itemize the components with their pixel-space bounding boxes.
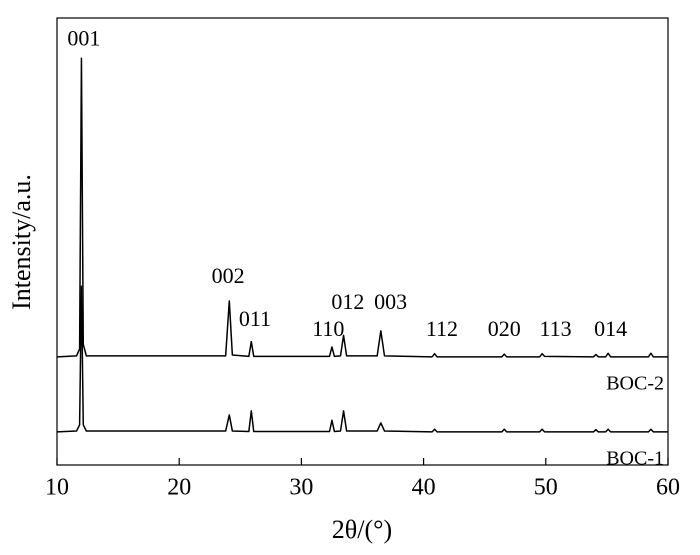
peak-label: 112 — [426, 316, 458, 341]
peak-label: 113 — [539, 316, 571, 341]
y-axis-label: Intensity/a.u. — [7, 174, 36, 310]
peak-label: 011 — [239, 306, 271, 331]
series-label: BOC-2 — [606, 372, 664, 394]
peak-label: 001 — [67, 25, 100, 50]
plot-frame — [56, 17, 669, 466]
x-tick-label: 20 — [167, 475, 191, 501]
series-line — [56, 285, 668, 433]
x-tick-label: 60 — [656, 475, 680, 501]
peak-label: 003 — [374, 289, 407, 314]
x-tick-label: 30 — [289, 475, 313, 501]
peak-label: 002 — [212, 263, 245, 288]
x-tick-label: 40 — [412, 475, 436, 501]
peak-label: 014 — [594, 316, 627, 341]
peak-label: 012 — [331, 289, 364, 314]
peak-label: 110 — [312, 316, 344, 341]
x-axis-label: 2θ/(°) — [332, 515, 392, 544]
x-tick-label: 10 — [45, 475, 69, 501]
peak-label: 020 — [488, 316, 521, 341]
series-line — [56, 57, 668, 358]
x-tick-label: 50 — [534, 475, 558, 501]
series-label: BOC-1 — [606, 448, 664, 470]
